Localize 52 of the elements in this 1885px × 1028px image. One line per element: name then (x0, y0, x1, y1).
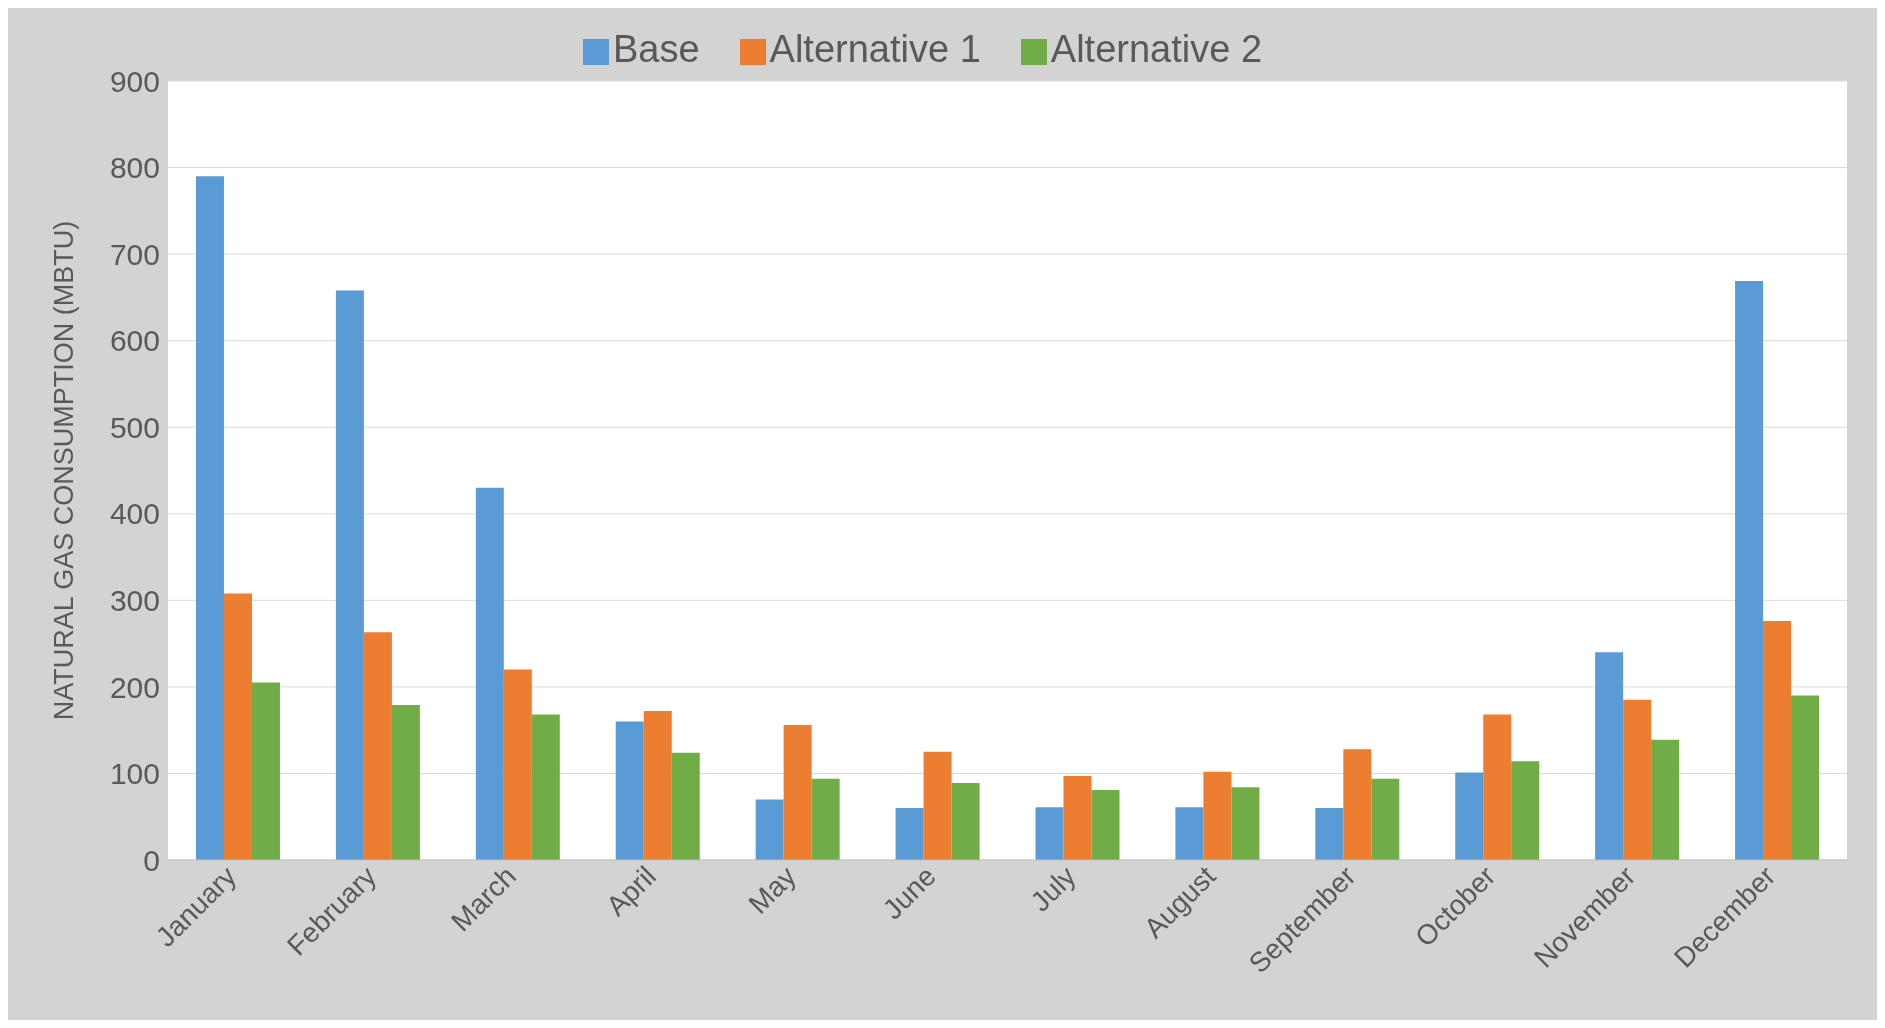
bar (1063, 776, 1092, 860)
bar (923, 751, 952, 860)
bar (1091, 789, 1120, 860)
legend-label: Alternative 2 (1050, 28, 1263, 70)
bar (671, 752, 700, 860)
bar (1455, 772, 1484, 860)
bar (1371, 778, 1400, 860)
bar (1203, 771, 1232, 860)
x-tick-label: July (1024, 860, 1082, 918)
legend-label: Base (612, 28, 700, 70)
bar (1763, 621, 1792, 860)
bar (1791, 695, 1820, 860)
bar (391, 705, 420, 860)
bar (1315, 808, 1344, 860)
y-tick-label: 700 (109, 237, 160, 271)
bar (251, 682, 280, 860)
bar (811, 778, 840, 860)
bar (475, 487, 504, 860)
y-tick-label: 200 (109, 670, 160, 704)
bar (1343, 749, 1372, 860)
bar (1231, 787, 1260, 860)
y-tick-label: 900 (109, 64, 160, 98)
bar (531, 714, 560, 860)
y-tick-label: 0 (143, 843, 160, 877)
bar (1483, 714, 1512, 860)
bar (755, 799, 784, 860)
y-tick-label: 300 (109, 583, 160, 617)
bar (363, 632, 392, 860)
y-tick-label: 600 (109, 324, 160, 358)
y-tick-label: 800 (109, 151, 160, 185)
x-tick-label: May (742, 860, 802, 920)
y-tick-label: 500 (109, 410, 160, 444)
y-axis-title: NATURAL GAS CONSUMPTION (MBTU) (48, 220, 79, 721)
bar (1175, 807, 1204, 860)
bar (1511, 761, 1540, 860)
bar (1035, 807, 1064, 860)
bar (1595, 652, 1624, 860)
bar (223, 593, 252, 860)
bar (783, 724, 812, 860)
bar (951, 782, 980, 860)
bar (615, 721, 644, 860)
bar (195, 176, 224, 860)
y-tick-label: 400 (109, 497, 160, 531)
y-tick-label: 100 (109, 757, 160, 791)
bar (1623, 699, 1652, 860)
bar (1651, 739, 1680, 860)
legend-label: Alternative 1 (769, 28, 981, 70)
bar (1735, 280, 1764, 860)
bar (895, 808, 924, 860)
bar (335, 290, 364, 860)
bar (643, 711, 672, 860)
bar (503, 669, 532, 860)
